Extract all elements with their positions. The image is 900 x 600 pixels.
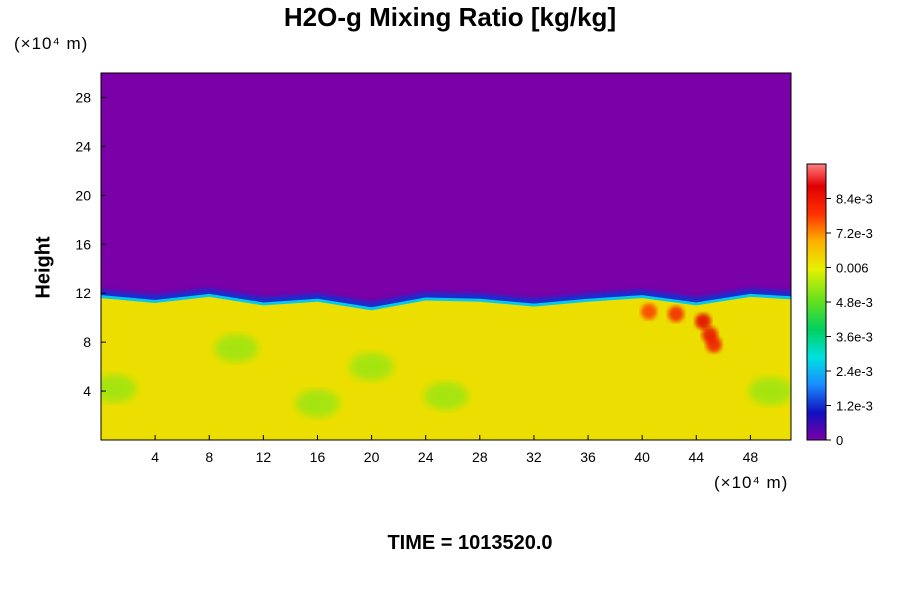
y-tick-label: 24 bbox=[75, 138, 91, 154]
x-tick-label: 40 bbox=[634, 449, 650, 465]
colorbar-label: 7.2e-3 bbox=[836, 226, 873, 241]
x-tick-label: 28 bbox=[472, 449, 488, 465]
colorbar-label: 0 bbox=[836, 433, 843, 448]
plot-frame bbox=[100, 72, 792, 441]
eddy bbox=[424, 381, 468, 410]
y-tick-label: 28 bbox=[75, 89, 91, 105]
y-tick-label: 4 bbox=[83, 383, 91, 399]
colorbar-label: 0.006 bbox=[836, 261, 869, 276]
colorbar-label: 1.2e-3 bbox=[836, 399, 873, 414]
y-axis-unit: (×10⁴ m) bbox=[14, 34, 89, 53]
x-tick-label: 8 bbox=[205, 449, 213, 465]
y-tick-label: 20 bbox=[75, 187, 91, 203]
colorbar bbox=[806, 163, 827, 441]
colorbar-label: 8.4e-3 bbox=[836, 192, 873, 207]
x-tick-label: 4 bbox=[151, 449, 159, 465]
time-footer: TIME = 1013520.0 bbox=[387, 532, 553, 554]
y-tick-label: 16 bbox=[75, 236, 91, 252]
eddy bbox=[295, 389, 340, 418]
eddy bbox=[101, 374, 137, 403]
x-axis-unit: (×10⁴ m) bbox=[714, 473, 789, 492]
y-tick-label: 8 bbox=[83, 334, 91, 350]
eddy bbox=[214, 334, 259, 363]
eddy bbox=[349, 352, 394, 381]
x-tick-label: 20 bbox=[364, 449, 380, 465]
x-tick-label: 48 bbox=[743, 449, 759, 465]
plume-cell bbox=[668, 305, 684, 322]
x-tick-label: 32 bbox=[526, 449, 542, 465]
x-tick-label: 36 bbox=[580, 449, 596, 465]
colorbar-label: 3.6e-3 bbox=[836, 330, 873, 345]
chart-title: H2O-g Mixing Ratio [kg/kg] bbox=[283, 2, 617, 32]
colorbar-label: 2.4e-3 bbox=[836, 364, 873, 379]
plume-cell bbox=[640, 303, 657, 320]
x-tick-label: 16 bbox=[310, 449, 326, 465]
moist-layer bbox=[101, 296, 791, 440]
eddy bbox=[748, 377, 791, 406]
y-tick-label: 12 bbox=[75, 285, 91, 301]
plume-cell bbox=[695, 313, 712, 330]
x-tick-label: 44 bbox=[689, 449, 705, 465]
x-tick-label: 12 bbox=[256, 449, 272, 465]
plume-cell bbox=[705, 336, 722, 353]
x-tick-label: 24 bbox=[418, 449, 434, 465]
colorbar-label: 4.8e-3 bbox=[836, 295, 873, 310]
